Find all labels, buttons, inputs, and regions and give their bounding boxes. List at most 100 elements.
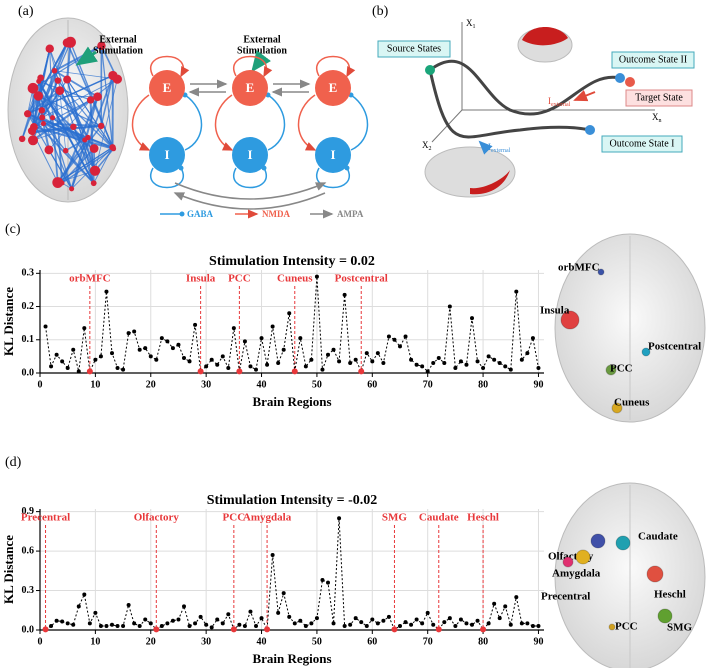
data-point — [197, 368, 204, 375]
data-point — [71, 622, 76, 627]
label-box — [601, 135, 683, 153]
data-point — [453, 366, 458, 371]
data-point — [248, 364, 253, 369]
data-point — [508, 622, 513, 627]
data-point — [381, 618, 386, 623]
data-point — [242, 339, 247, 344]
x-tick-label: 80 — [478, 636, 488, 647]
data-point — [298, 618, 303, 623]
x-tick-label: 30 — [201, 636, 211, 647]
x-tick-label: 80 — [478, 379, 488, 390]
data-point — [104, 289, 109, 294]
data-point — [364, 624, 369, 629]
region-sphere — [615, 535, 631, 551]
data-point — [386, 334, 391, 339]
data-point — [425, 610, 430, 615]
data-point — [314, 616, 319, 621]
data-point — [492, 357, 497, 362]
self-loop — [233, 55, 273, 78]
data-point — [481, 366, 486, 371]
state-label: Target State — [635, 92, 683, 103]
brain-network — [7, 17, 129, 203]
data-point — [409, 622, 414, 627]
data-point — [104, 624, 109, 629]
data-point — [303, 624, 308, 629]
region-node — [82, 137, 88, 143]
data-point — [331, 347, 336, 352]
region-node — [39, 114, 46, 121]
x-axis-label: Brain Regions — [252, 394, 331, 409]
data-point — [431, 361, 436, 366]
data-point — [187, 359, 192, 364]
data-point — [220, 354, 225, 359]
x-tick-label: 50 — [312, 379, 322, 390]
data-point — [270, 553, 275, 558]
inhibitory-node — [149, 137, 185, 173]
x-tick-label: 60 — [367, 379, 377, 390]
region-node — [97, 122, 105, 130]
region-node — [108, 70, 118, 81]
region-node — [52, 177, 64, 188]
data-point — [392, 337, 397, 342]
data-point — [98, 354, 103, 359]
data-point — [220, 621, 225, 626]
data-point — [391, 626, 398, 633]
data-point — [215, 617, 220, 622]
data-point — [237, 622, 242, 627]
region-label: Postcentral — [648, 341, 701, 353]
data-point — [386, 614, 391, 619]
data-point — [165, 621, 170, 626]
region-sphere — [562, 556, 574, 568]
series-line — [45, 276, 539, 374]
connection — [49, 48, 59, 81]
data-point — [137, 624, 142, 629]
data-point — [226, 366, 231, 371]
region-label: Insula — [540, 305, 570, 317]
region-sphere — [575, 549, 591, 565]
data-point — [93, 357, 98, 362]
data-point — [320, 578, 325, 583]
legend-label: GABA — [187, 209, 214, 219]
region-node — [29, 123, 38, 131]
region-sphere — [657, 608, 673, 624]
annotation-label: Insula — [186, 273, 216, 285]
connection — [31, 99, 91, 132]
data-point — [497, 361, 502, 366]
y-tick-label: 0.3 — [22, 268, 35, 279]
connection — [38, 95, 102, 127]
connection — [31, 41, 72, 132]
data-point — [475, 618, 480, 623]
data-point — [93, 610, 98, 615]
connection — [100, 45, 114, 148]
annotation-label: PCC — [228, 273, 251, 285]
data-point — [42, 626, 49, 633]
data-point — [303, 364, 308, 369]
data-point — [193, 322, 198, 327]
data-point — [464, 621, 469, 626]
connection — [32, 99, 92, 142]
y-tick-label: 0.6 — [22, 545, 35, 556]
connection — [37, 48, 51, 97]
connection — [38, 81, 95, 184]
data-point — [115, 366, 120, 371]
region-sphere — [611, 402, 623, 414]
data-point — [331, 621, 336, 626]
region-node — [86, 96, 95, 104]
legend-dot — [179, 211, 185, 217]
connection — [87, 137, 96, 171]
x-tick-label: 40 — [257, 636, 267, 647]
annotation-label: Caudate — [419, 512, 459, 524]
region-sphere — [560, 310, 580, 330]
self-loop — [150, 55, 190, 78]
region-label: SMG — [667, 622, 693, 634]
data-point — [204, 364, 209, 369]
data-point — [353, 616, 358, 621]
data-point — [110, 351, 114, 356]
excitatory-node — [315, 70, 351, 106]
input-arrow — [478, 140, 493, 155]
panel-label: (b) — [372, 4, 389, 19]
data-point — [370, 359, 375, 364]
annotation-label: SMG — [382, 512, 408, 524]
x-tick-label: 60 — [367, 636, 377, 647]
self-loop — [233, 167, 267, 189]
